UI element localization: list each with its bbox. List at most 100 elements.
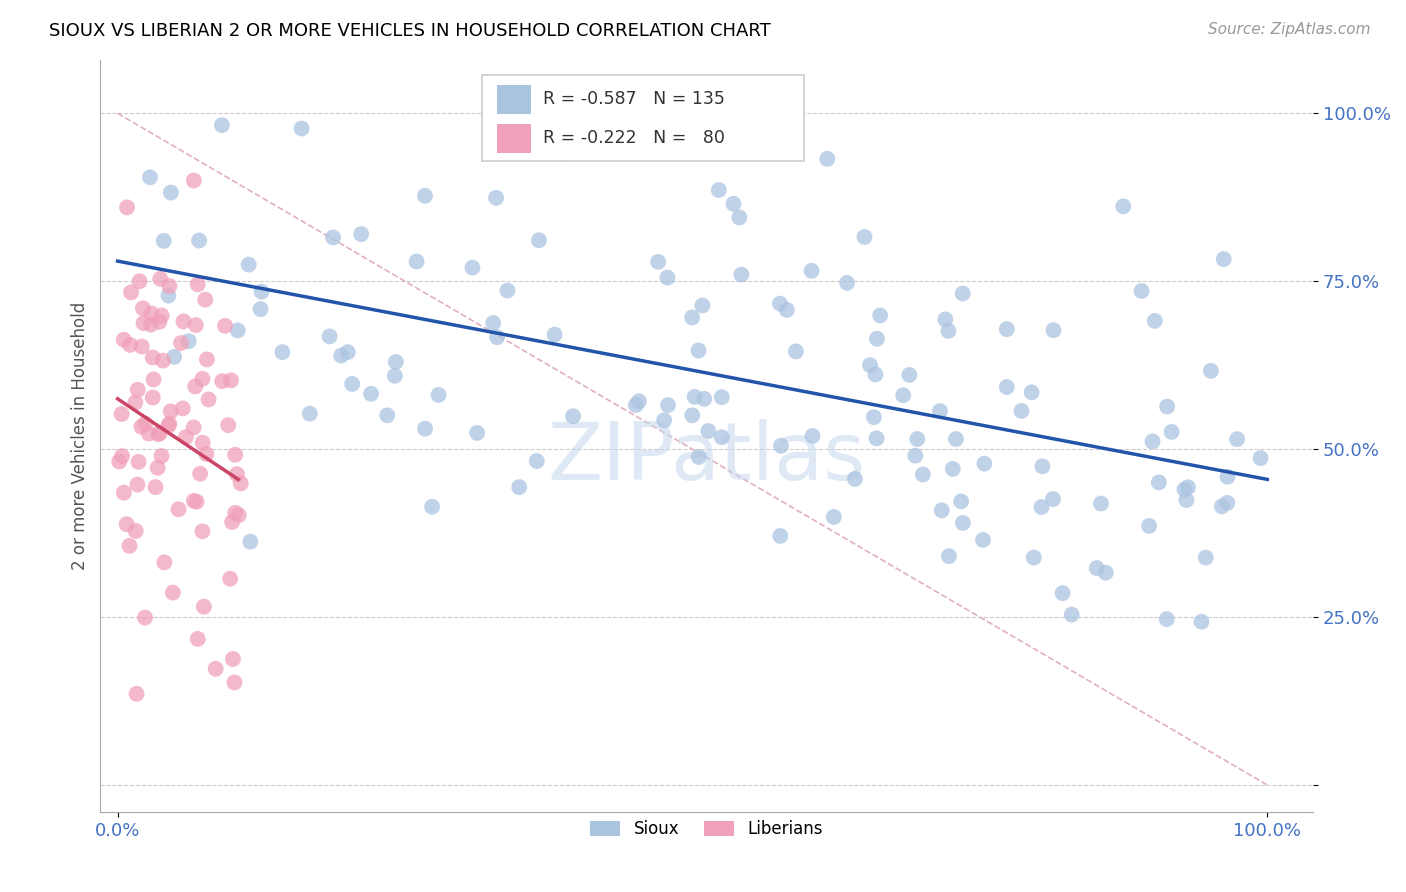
Point xyxy=(844,472,866,486)
Point xyxy=(197,392,219,407)
Point xyxy=(769,296,792,310)
Point xyxy=(461,260,484,275)
Point xyxy=(413,422,436,436)
Point xyxy=(707,183,730,197)
Point xyxy=(127,383,149,397)
Point xyxy=(342,376,364,391)
Point xyxy=(112,333,135,347)
Point xyxy=(1160,425,1182,439)
Point xyxy=(226,323,249,337)
Point xyxy=(692,298,714,312)
Point xyxy=(1216,496,1239,510)
Point xyxy=(148,427,170,442)
Point xyxy=(225,467,247,482)
Point xyxy=(801,429,824,443)
Point xyxy=(134,610,156,624)
Point xyxy=(142,391,165,405)
Point xyxy=(1094,566,1116,580)
Point xyxy=(785,344,807,359)
Point xyxy=(1137,519,1160,533)
Point xyxy=(139,170,162,185)
Point xyxy=(131,339,153,353)
Point xyxy=(647,255,669,269)
Point xyxy=(128,274,150,288)
Point xyxy=(224,448,246,462)
Point xyxy=(138,426,160,441)
Point xyxy=(193,599,215,614)
Point xyxy=(183,173,205,187)
Point xyxy=(1226,432,1249,446)
Point xyxy=(1211,500,1233,514)
Point xyxy=(710,390,733,404)
Point xyxy=(420,500,443,514)
Point xyxy=(1175,493,1198,508)
Point xyxy=(173,314,195,328)
Point xyxy=(219,572,242,586)
Point xyxy=(681,409,703,423)
Point xyxy=(1156,612,1178,626)
Point xyxy=(150,449,173,463)
Point xyxy=(291,121,314,136)
Point xyxy=(184,379,207,393)
Point xyxy=(219,373,242,387)
Point xyxy=(239,534,262,549)
Point xyxy=(676,93,699,107)
Point xyxy=(904,449,927,463)
Point xyxy=(683,390,706,404)
Point xyxy=(250,285,273,299)
Point xyxy=(322,230,344,244)
Point xyxy=(1212,252,1234,266)
Point xyxy=(118,539,141,553)
Point xyxy=(905,432,928,446)
Point xyxy=(1022,550,1045,565)
Point xyxy=(111,449,134,463)
Point xyxy=(191,435,214,450)
Point xyxy=(149,425,172,440)
Point xyxy=(482,316,505,330)
Point xyxy=(938,324,960,338)
Point xyxy=(183,420,205,434)
FancyBboxPatch shape xyxy=(496,85,531,113)
Point xyxy=(1199,364,1222,378)
Point xyxy=(950,494,973,508)
Point xyxy=(657,398,679,412)
Point xyxy=(1147,475,1170,490)
Point xyxy=(835,276,858,290)
Point xyxy=(125,524,148,538)
Point xyxy=(688,450,710,464)
Point xyxy=(238,258,260,272)
Point xyxy=(1195,550,1218,565)
Point xyxy=(204,662,226,676)
Point xyxy=(195,447,218,461)
Point xyxy=(188,467,211,481)
Point xyxy=(1142,434,1164,449)
Point xyxy=(823,510,845,524)
Point xyxy=(730,268,752,282)
Point xyxy=(195,352,218,367)
Point xyxy=(145,480,167,494)
Point xyxy=(188,234,211,248)
Point xyxy=(183,493,205,508)
Y-axis label: 2 or more Vehicles in Household: 2 or more Vehicles in Household xyxy=(72,301,89,570)
Point xyxy=(191,524,214,539)
Point xyxy=(221,515,243,529)
Point xyxy=(1011,404,1033,418)
Point xyxy=(972,533,994,547)
Point xyxy=(1042,491,1064,506)
Point xyxy=(934,312,956,326)
Point xyxy=(657,270,679,285)
Point xyxy=(945,432,967,446)
Point xyxy=(120,338,142,352)
Point xyxy=(995,380,1018,394)
Point xyxy=(1216,470,1239,484)
Point xyxy=(112,485,135,500)
Point xyxy=(723,196,745,211)
Point xyxy=(728,211,751,225)
Point xyxy=(124,395,146,409)
Point xyxy=(318,329,340,343)
Point xyxy=(562,409,585,424)
Point xyxy=(911,467,934,482)
Point xyxy=(211,118,233,132)
Point xyxy=(187,632,209,646)
Point xyxy=(108,454,131,468)
